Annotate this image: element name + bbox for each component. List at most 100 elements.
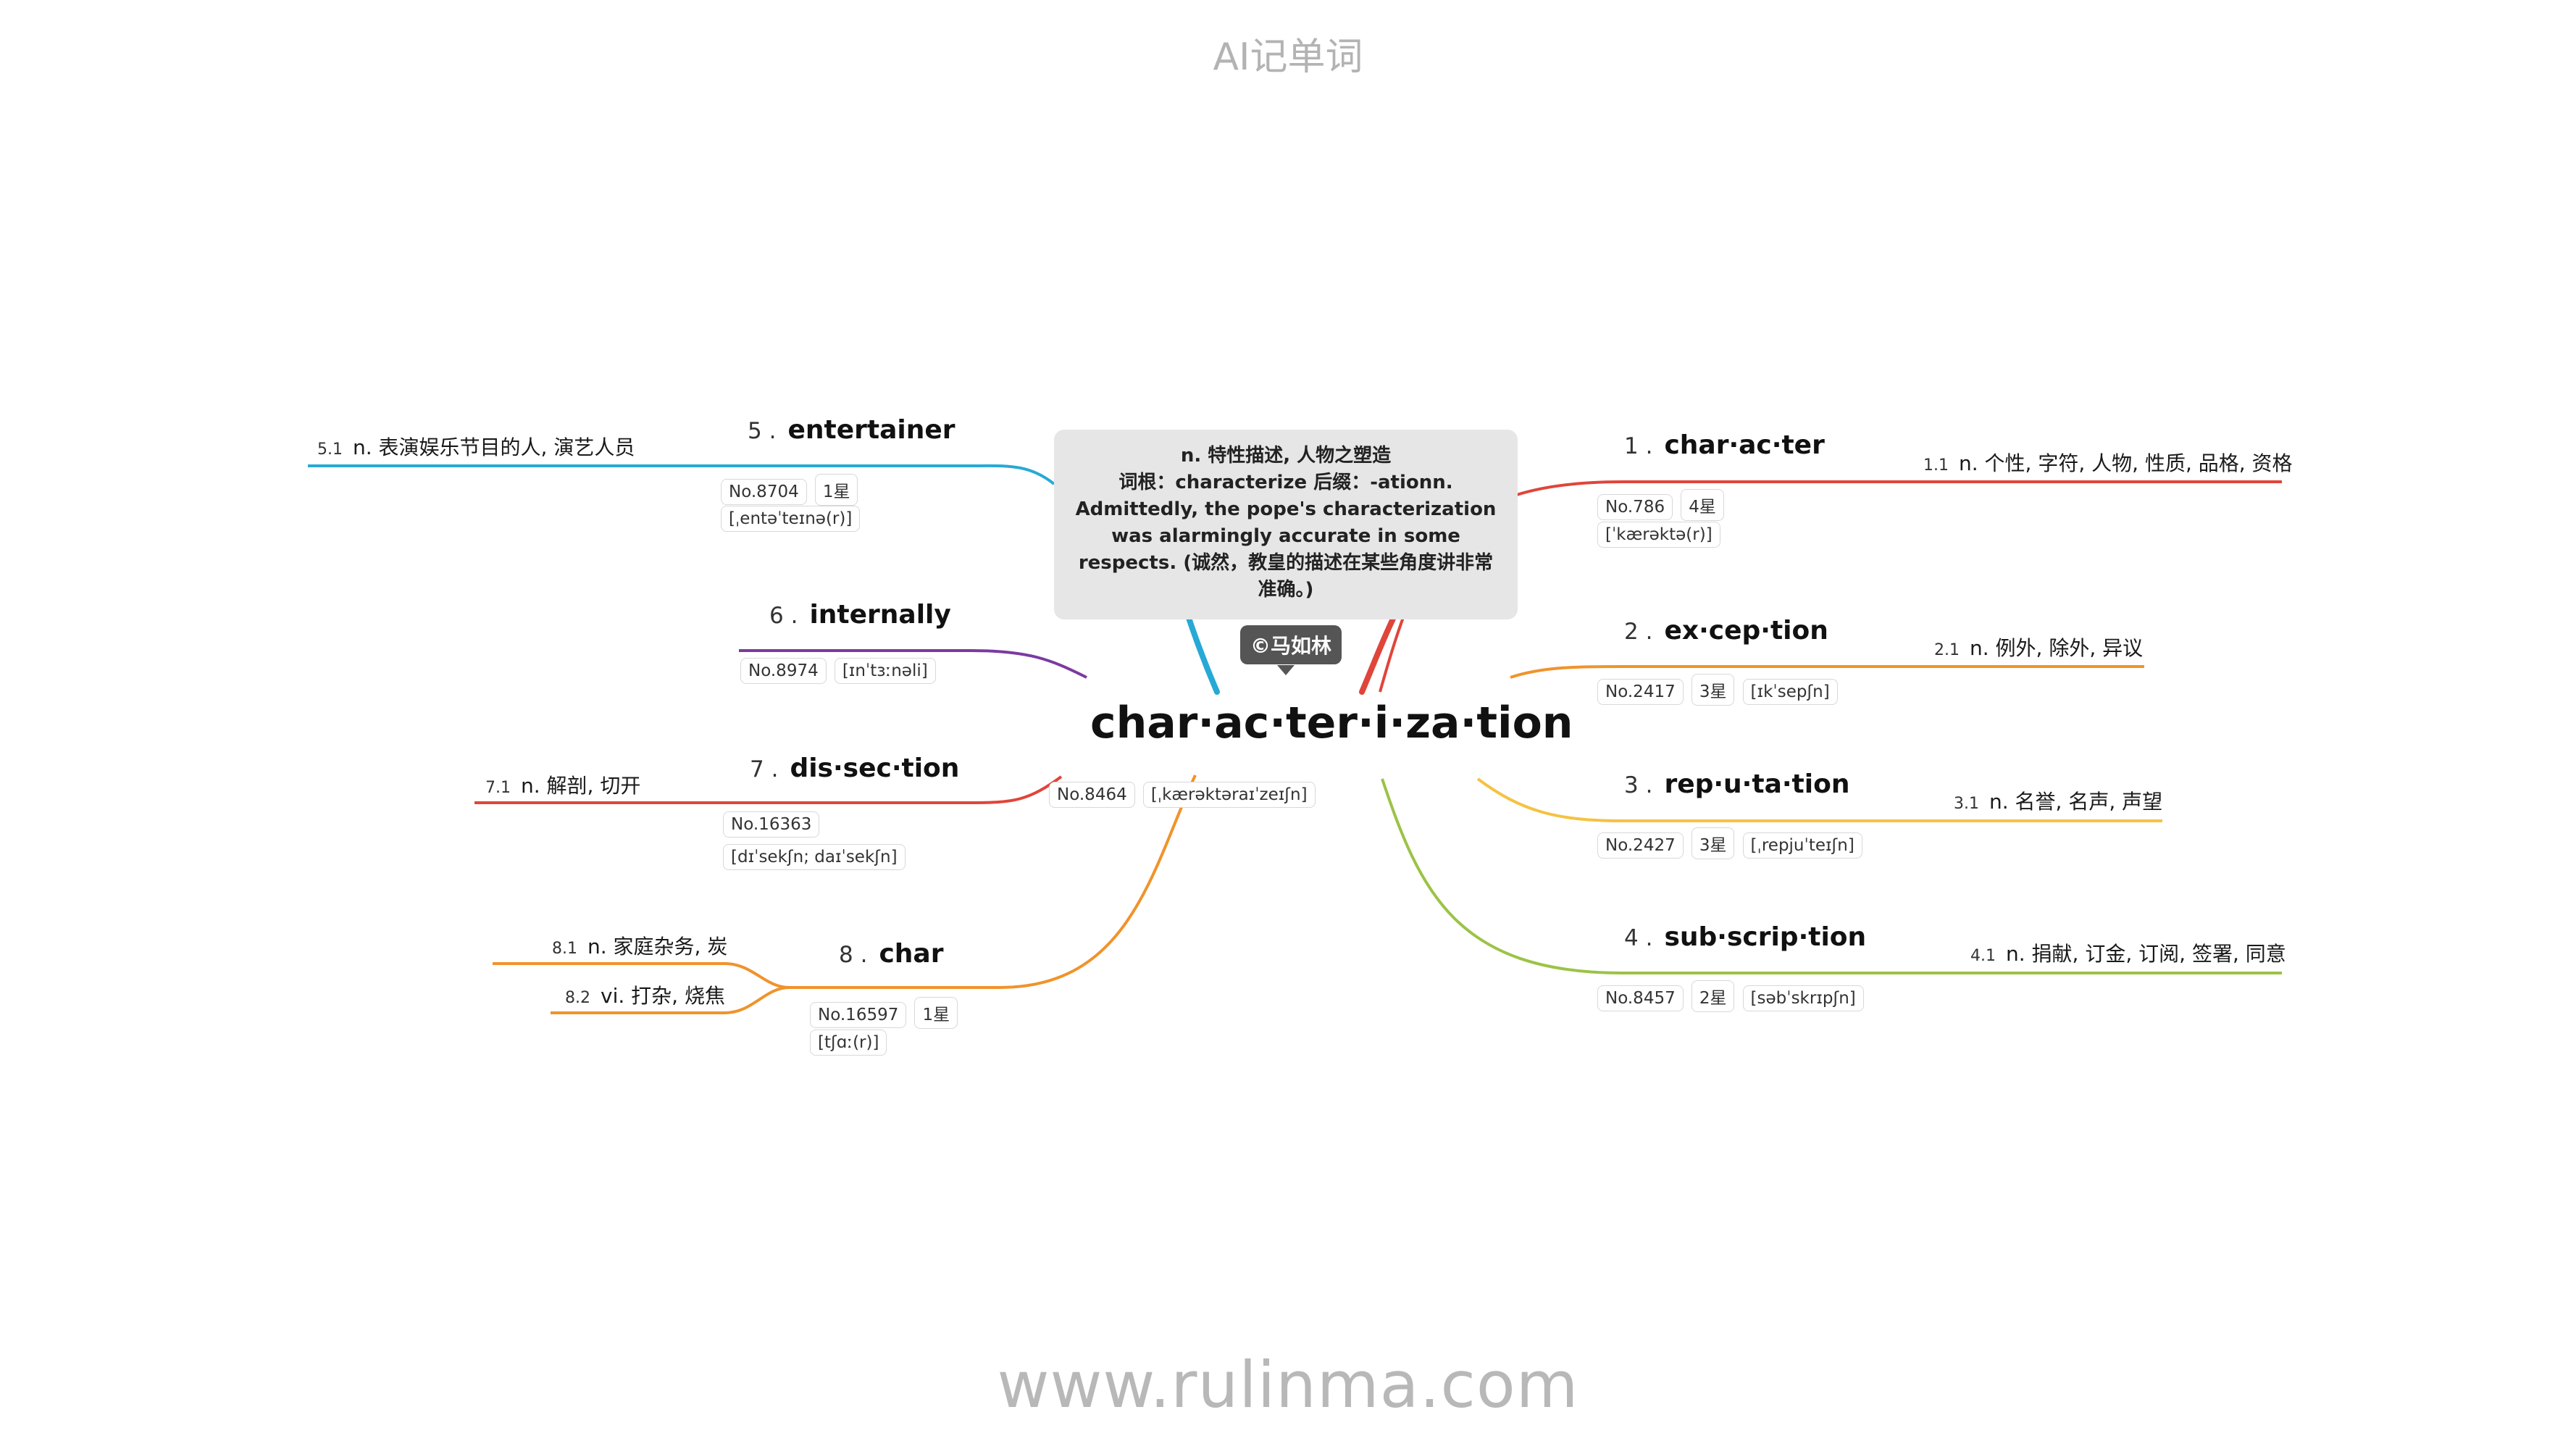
tooltip-line: 词根：characterize 后缀：-ationn. [1118, 472, 1453, 493]
stars-chip: 1星 [914, 997, 958, 1029]
center-no-chip: No.8464 [1049, 782, 1135, 808]
branch-word: internally [809, 600, 951, 630]
stars-chip: 1星 [814, 474, 858, 506]
branch-7-meta: No.16363 [723, 811, 824, 838]
definition-number: 5.1 [317, 440, 343, 459]
no-chip: No.2417 [1597, 679, 1684, 705]
branch-number: 4 . [1624, 925, 1653, 951]
tooltip-line: respects. (诚然，教皇的描述在某些角度讲非常 [1078, 552, 1494, 574]
branch-1-phonetic: [ˈkærəktə(r)] [1597, 522, 1725, 548]
branch-8-title[interactable]: 8 . char [839, 939, 943, 969]
definition-text: n. 个性, 字符, 人物, 性质, 品格, 资格 [1959, 451, 2293, 475]
branch-word: rep·u·ta·tion [1664, 769, 1850, 799]
definition-number: 4.1 [1970, 947, 1996, 965]
branch-number: 8 . [839, 942, 868, 968]
connector-center-blue [1185, 613, 1220, 695]
branch-1-title[interactable]: 1 . char·ac·ter [1624, 430, 1825, 460]
branch-7-title[interactable]: 7 . dis·sec·tion [750, 753, 959, 783]
definition-text: n. 表演娱乐节目的人, 演艺人员 [353, 435, 635, 459]
branch-word: ex·cep·tion [1664, 616, 1828, 646]
definition-number: 2.1 [1934, 641, 1960, 659]
branch-number: 3 . [1624, 772, 1653, 798]
connector-3 [1476, 777, 2162, 822]
app-title: AI记单词 [1213, 36, 1363, 79]
connector-2 [1510, 665, 2144, 679]
definition-number: 1.1 [1923, 456, 1949, 475]
definition-7-1[interactable]: 7.1 n. 解剖, 切开 [485, 770, 640, 799]
phonetic-chip: [ˌentəˈteɪnə(r)] [721, 506, 861, 532]
branch-number: 6 . [769, 603, 798, 629]
definition-8-1[interactable]: 8.1 n. 家庭杂务, 炭 [552, 931, 727, 960]
phonetic-chip: [dɪˈsekʃn; daɪˈsekʃn] [723, 844, 906, 870]
definition-number: 8.1 [552, 940, 577, 958]
branch-number: 1 . [1624, 433, 1653, 459]
definition-2-1[interactable]: 2.1 n. 例外, 除外, 异议 [1934, 632, 2143, 661]
branch-word: sub·scrip·tion [1664, 922, 1867, 952]
footer-url: www.rulinma.com [997, 1348, 1579, 1422]
copyright-badge: ©马如林 [1240, 625, 1342, 664]
connector-8-1 [493, 962, 790, 989]
branch-2-meta: No.2417 3星 [ɪkˈsepʃn] [1597, 674, 1842, 706]
phonetic-chip: [tʃɑː(r)] [810, 1030, 887, 1056]
definition-number: 8.2 [565, 989, 590, 1007]
definition-3-1[interactable]: 3.1 n. 名誉, 名声, 声望 [1954, 786, 2162, 815]
definition-4-1[interactable]: 4.1 n. 捐献, 订金, 订阅, 签署, 同意 [1970, 938, 2286, 967]
branch-word: char [879, 939, 944, 969]
definition-text: n. 解剖, 切开 [521, 774, 641, 798]
branch-5-title[interactable]: 5 . entertainer [748, 415, 955, 445]
branch-4-title[interactable]: 4 . sub·scrip·tion [1624, 922, 1866, 952]
branch-3-title[interactable]: 3 . rep·u·ta·tion [1624, 769, 1849, 799]
definition-text: vi. 打杂, 烧焦 [601, 984, 725, 1008]
branch-4-meta: No.8457 2星 [səbˈskrɪpʃn] [1597, 980, 1868, 1012]
tooltip-line: 准确。) [1258, 579, 1314, 601]
connector-8 [790, 774, 1197, 989]
no-chip: No.8974 [740, 658, 827, 684]
branch-6-title[interactable]: 6 . internally [769, 600, 951, 630]
definition-8-2[interactable]: 8.2 vi. 打杂, 烧焦 [565, 980, 725, 1009]
branch-7-phonetic: [dɪˈsekʃn; daɪˈsekʃn] [723, 844, 910, 870]
stars-chip: 3星 [1691, 674, 1735, 706]
branch-5-meta: No.8704 1星 [721, 474, 862, 506]
tooltip-line: Admittedly, the pope's characterization [1075, 498, 1497, 520]
branch-8-phonetic: [tʃɑː(r)] [810, 1030, 891, 1056]
branch-number: 5 . [748, 418, 777, 444]
phonetic-chip: [ɪkˈsepʃn] [1742, 679, 1838, 705]
definition-number: 7.1 [485, 779, 511, 797]
branch-3-meta: No.2427 3星 [ˌrepjuˈteɪʃn] [1597, 827, 1867, 859]
branch-word: char·ac·ter [1664, 430, 1825, 460]
definition-text: n. 捐献, 订金, 订阅, 签署, 同意 [2006, 942, 2286, 966]
branch-1-meta: No.786 4星 [1597, 489, 1728, 521]
no-chip: No.2427 [1597, 832, 1684, 859]
no-chip: No.8704 [721, 479, 807, 505]
branch-5-phonetic: [ˌentəˈteɪnə(r)] [721, 506, 864, 532]
stars-chip: 2星 [1691, 980, 1735, 1012]
phonetic-chip: [ˌrepjuˈteɪʃn] [1742, 832, 1862, 859]
copyright-badge-tail [1277, 665, 1295, 675]
no-chip: No.16597 [810, 1002, 907, 1028]
connector-center-red [1359, 613, 1397, 695]
tooltip-line: was alarmingly accurate in some [1111, 525, 1460, 547]
definition-text: n. 例外, 除外, 异议 [1970, 636, 2144, 660]
connector-6 [739, 649, 1087, 679]
definition-number: 3.1 [1954, 795, 1979, 813]
no-chip: No.786 [1597, 494, 1673, 520]
center-word[interactable]: char·ac·ter·i·za·tion [1090, 698, 1573, 748]
connector-4 [1381, 778, 2282, 974]
definition-text: n. 名誉, 名声, 声望 [1989, 790, 2163, 814]
definition-1-1[interactable]: 1.1 n. 个性, 字符, 人物, 性质, 品格, 资格 [1923, 448, 2293, 477]
no-chip: No.16363 [723, 811, 820, 838]
phonetic-chip: [ˈkærəktə(r)] [1597, 522, 1720, 548]
definition-5-1[interactable]: 5.1 n. 表演娱乐节目的人, 演艺人员 [317, 432, 635, 461]
branch-8-meta: No.16597 1星 [810, 997, 962, 1029]
branch-6-meta: No.8974 [ɪnˈtɜːnəli] [740, 658, 940, 684]
connector-5 [308, 464, 1055, 485]
connector-8-2 [551, 986, 790, 1014]
stars-chip: 3星 [1691, 827, 1735, 859]
branch-2-title[interactable]: 2 . ex·cep·tion [1624, 616, 1828, 646]
phonetic-chip: [səbˈskrɪpʃn] [1742, 985, 1864, 1011]
phonetic-chip: [ɪnˈtɜːnəli] [834, 658, 936, 684]
center-phonetic-chip: [ˌkærəktəraɪˈzeɪʃn] [1142, 782, 1316, 808]
branch-word: dis·sec·tion [790, 753, 960, 783]
branch-word: entertainer [787, 415, 955, 445]
branch-number: 7 . [750, 756, 779, 782]
